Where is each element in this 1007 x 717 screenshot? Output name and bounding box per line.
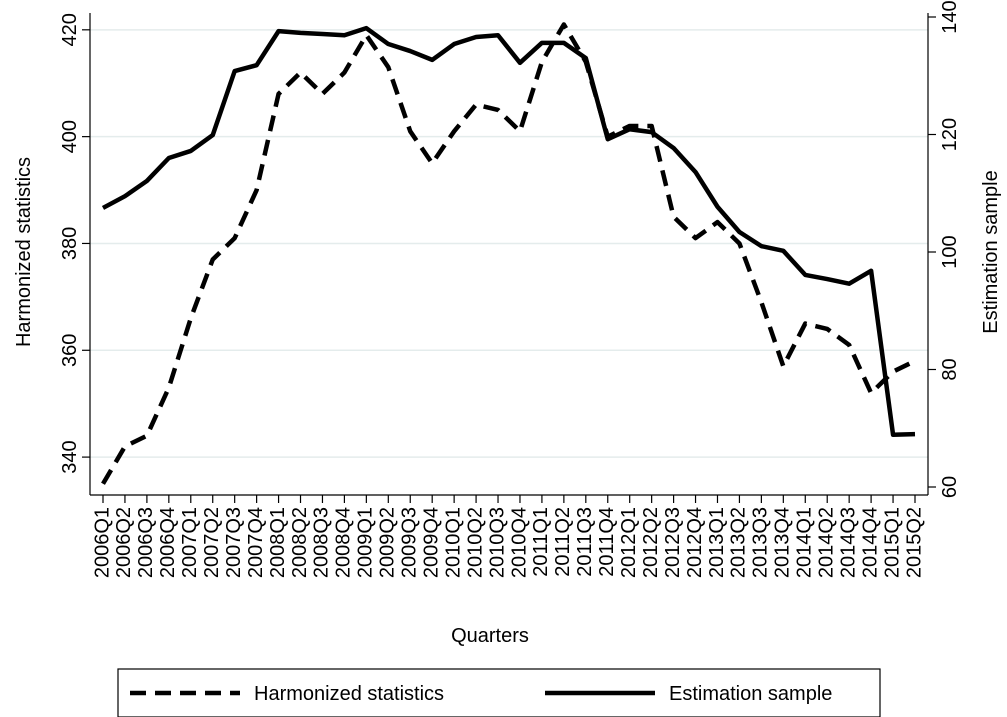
x-tick-label: 2011Q3 xyxy=(574,507,596,577)
y2-tick-label: 140 xyxy=(939,0,961,33)
y-tick-label: 340 xyxy=(59,440,81,473)
x-tick-label: 2007Q1 xyxy=(179,507,201,578)
x-tick-label: 2010Q2 xyxy=(464,507,486,578)
y2-tick-label: 80 xyxy=(939,358,961,380)
y2-axis-label: Estimation sample xyxy=(980,170,1002,333)
x-tick-label: 2015Q2 xyxy=(903,507,925,578)
x-tick-label: 2014Q3 xyxy=(837,507,859,578)
legend-label: Harmonized statistics xyxy=(254,683,444,705)
x-tick-label: 2006Q2 xyxy=(113,507,135,578)
x-tick-label: 2013Q1 xyxy=(706,507,728,578)
x-tick-label: 2009Q2 xyxy=(377,507,399,578)
x-tick-label: 2007Q3 xyxy=(223,507,245,578)
y-tick-label: 400 xyxy=(59,120,81,153)
y-tick-label: 360 xyxy=(59,334,81,367)
y2-tick-label: 60 xyxy=(939,476,961,498)
x-tick-label: 2010Q1 xyxy=(442,507,464,578)
x-tick-label: 2012Q4 xyxy=(684,507,706,578)
y-tick-label: 420 xyxy=(59,13,81,46)
x-tick-label: 2011Q4 xyxy=(596,507,618,577)
y-tick-label: 380 xyxy=(59,227,81,260)
x-tick-label: 2006Q4 xyxy=(157,507,179,578)
series-line xyxy=(101,25,916,437)
x-tick-label: 2008Q4 xyxy=(333,507,355,578)
x-tick-label: 2006Q3 xyxy=(135,507,157,578)
x-tick-label: 2013Q2 xyxy=(728,507,750,578)
y2-tick-label: 120 xyxy=(939,118,961,151)
x-tick-label: 2015Q1 xyxy=(881,507,903,578)
x-tick-label: 2011Q1 xyxy=(530,507,552,577)
x-tick-label: 2006Q1 xyxy=(91,507,113,578)
x-tick-label: 2011Q2 xyxy=(552,507,574,577)
x-tick-label: 2014Q1 xyxy=(794,507,816,578)
x-tick-label: 2012Q2 xyxy=(640,507,662,578)
x-tick-label: 2014Q2 xyxy=(815,507,837,578)
y-axis-label: Harmonized statistics xyxy=(13,157,35,347)
x-axis-label: Quarters xyxy=(451,625,529,647)
x-tick-label: 2012Q1 xyxy=(618,507,640,578)
series-line xyxy=(101,22,916,485)
y2-tick-label: 100 xyxy=(939,235,961,268)
x-tick-label: 2013Q3 xyxy=(750,507,772,578)
x-tick-label: 2009Q1 xyxy=(355,507,377,578)
x-tick-label: 2009Q4 xyxy=(420,507,442,578)
legend-box xyxy=(117,668,881,717)
x-tick-label: 2013Q4 xyxy=(772,507,794,578)
legend-label: Estimation sample xyxy=(669,683,832,705)
x-tick-label: 2007Q2 xyxy=(201,507,223,578)
x-tick-label: 2014Q4 xyxy=(859,507,881,578)
x-tick-label: 2010Q3 xyxy=(486,507,508,578)
x-tick-label: 2009Q3 xyxy=(399,507,421,578)
x-tick-label: 2010Q4 xyxy=(508,507,530,578)
x-tick-label: 2008Q2 xyxy=(289,507,311,578)
x-tick-label: 2008Q1 xyxy=(267,507,289,578)
x-tick-label: 2007Q4 xyxy=(245,507,267,578)
x-tick-label: 2012Q3 xyxy=(662,507,684,578)
x-tick-label: 2008Q3 xyxy=(311,507,333,578)
